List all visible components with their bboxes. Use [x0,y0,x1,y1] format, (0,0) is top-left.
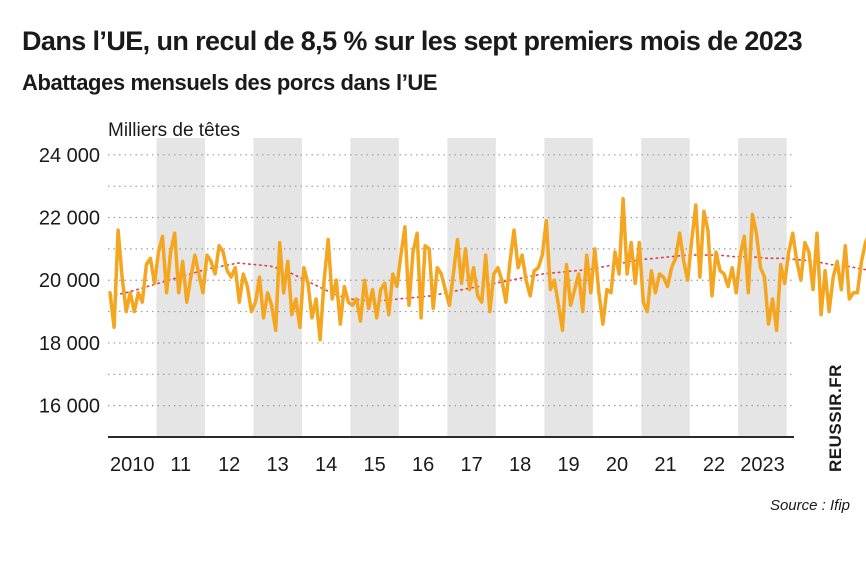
x-tick-label: 17 [460,454,482,476]
data-lines [108,196,866,342]
x-tick-labels: 2010 11 12 13 14 15 16 17 18 19 20 21 22 2023 [110,454,785,476]
y-tick-label: 24 000 [39,145,100,167]
y-axis-label: Milliers de têtes [108,120,240,141]
y-tick-label: 20 000 [39,270,100,292]
y-tick-label: 18 000 [39,333,100,355]
x-tick-label: 2010 [110,454,155,476]
source-note: Source : Ifip [769,497,850,514]
x-tick-label: 16 [412,454,434,476]
x-tick-label: 20 [606,454,628,476]
x-tick-label: 15 [364,454,386,476]
y-tick-labels: 16 000 18 000 20 000 22 000 24 000 [39,145,100,418]
y-tick-label: 16 000 [39,396,100,418]
x-tick-label: 19 [557,454,579,476]
monthly-line [108,196,866,342]
x-tick-label: 18 [509,454,531,476]
x-tick-label: 22 [703,454,725,476]
credit-label: REUSSIR.FR [826,364,845,472]
chart-title: Dans l’UE, un recul de 8,5 % sur les sep… [22,26,803,56]
x-tick-label: 13 [267,454,289,476]
chart-subtitle: Abattages mensuels des porcs dans l’UE [22,70,438,95]
x-tick-label: 11 [170,454,191,476]
gridlines [108,154,794,438]
x-tick-label: 21 [654,454,676,476]
x-tick-label: 2023 [740,454,785,476]
x-tick-label: 12 [218,454,240,476]
x-tick-label: 14 [315,454,337,476]
y-tick-label: 22 000 [39,208,100,230]
